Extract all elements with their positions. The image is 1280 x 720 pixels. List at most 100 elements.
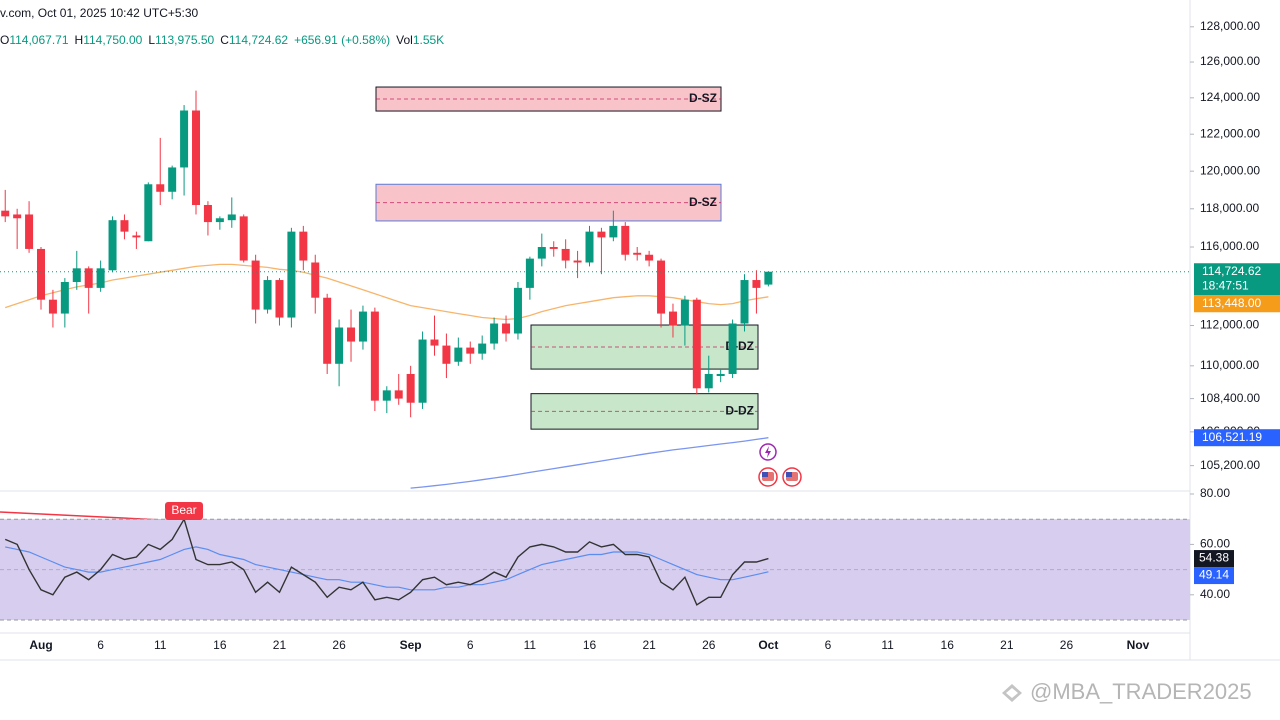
- candle-body: [227, 214, 236, 221]
- rsi-tick-label: 40.00: [1200, 587, 1230, 601]
- candle-body: [275, 280, 284, 318]
- vol-key: Vol: [396, 33, 413, 47]
- candle-body: [728, 323, 737, 374]
- lightning: [765, 446, 771, 458]
- candle-body: [657, 260, 666, 314]
- price-badge-countdown: 18:47:51: [1202, 278, 1249, 292]
- candle-body: [358, 311, 367, 342]
- y-tick-label: 120,000.00: [1200, 163, 1260, 177]
- x-tick-label: 16: [941, 638, 955, 652]
- candle-body: [621, 225, 630, 255]
- candle-body: [180, 110, 189, 168]
- candle-body: [311, 262, 320, 298]
- x-tick-label: Nov: [1127, 638, 1150, 652]
- candle-body: [478, 343, 487, 354]
- candle-body: [203, 204, 212, 223]
- candle-body: [60, 281, 69, 314]
- x-tick-label: 26: [1060, 638, 1074, 652]
- x-tick-label: 26: [332, 638, 346, 652]
- x-tick-label: Sep: [400, 638, 422, 652]
- watermark-text: @MBA_TRADER2025: [1030, 679, 1252, 704]
- ohlc-value: 113,975.50: [155, 33, 214, 47]
- x-tick-label: 6: [97, 638, 104, 652]
- candle-body: [430, 339, 439, 346]
- candle-body: [394, 390, 403, 399]
- candle-body: [335, 327, 344, 364]
- price-badge: [1194, 263, 1280, 296]
- x-tick-label: Oct: [758, 638, 778, 652]
- candle-body: [347, 327, 356, 342]
- candle-body: [764, 271, 773, 285]
- x-tick-label: 21: [642, 638, 656, 652]
- candle-body: [609, 225, 618, 238]
- candle-body: [454, 347, 463, 362]
- flag-canton: [786, 472, 792, 477]
- moving-average: [410, 437, 769, 489]
- y-tick-label: 126,000.00: [1200, 54, 1260, 68]
- candle-body: [633, 252, 642, 255]
- rsi-ma-badge: [1194, 567, 1234, 585]
- ohlc-value: 114,724.62: [229, 33, 288, 47]
- candle-body: [156, 184, 165, 192]
- rsi-tick-label: 80.00: [1200, 486, 1230, 500]
- candle-body: [382, 390, 391, 401]
- candle-body: [513, 287, 522, 334]
- candle-body: [740, 280, 749, 324]
- header-source: v.com, Oct 01, 2025 10:42 UTC+5:30: [0, 6, 199, 20]
- candle-body: [490, 323, 499, 344]
- candle-body: [287, 231, 296, 318]
- zone-label: D-SZ: [689, 195, 717, 209]
- candle-body: [525, 258, 534, 288]
- y-tick-label: 122,000.00: [1200, 126, 1260, 140]
- vol-value: 1.55K: [413, 33, 444, 47]
- x-tick-label: 21: [273, 638, 287, 652]
- candle-body: [251, 260, 260, 310]
- candle-body: [549, 247, 558, 249]
- candle-body: [692, 299, 701, 389]
- icons: [758, 443, 802, 487]
- candle-body: [72, 268, 81, 282]
- x-tick-label: 21: [1000, 638, 1014, 652]
- candle-body: [645, 254, 654, 261]
- x-tick-label: 16: [213, 638, 227, 652]
- watermark-icon: [1002, 684, 1022, 702]
- candle-body: [668, 311, 677, 326]
- rsi-tick-label: 60.00: [1200, 537, 1230, 551]
- annotation-box: [165, 502, 203, 520]
- y-tick-label: 112,000.00: [1200, 318, 1259, 332]
- y-tick-label: 124,000.00: [1200, 90, 1260, 104]
- y-tick-label: 116,000.00: [1200, 239, 1259, 253]
- rsi-badge: [1194, 550, 1234, 568]
- candle-body: [466, 347, 475, 354]
- candle-body: [537, 247, 546, 259]
- candle-body: [215, 218, 224, 223]
- candle-body: [716, 373, 725, 377]
- candle-body: [1, 210, 10, 217]
- x-tick-label: 26: [702, 638, 716, 652]
- candle-body: [597, 231, 606, 238]
- candle-body: [561, 248, 570, 261]
- candle-body: [25, 214, 34, 249]
- y-tick-label: 110,000.00: [1200, 358, 1259, 372]
- change: +656.91 (+0.58%): [294, 33, 390, 47]
- x-tick-label: 11: [524, 638, 537, 652]
- candle-body: [144, 184, 153, 242]
- y-tick-label: 128,000.00: [1200, 19, 1260, 33]
- y-tick-label: 118,000.00: [1200, 201, 1259, 215]
- candle-body: [84, 268, 93, 288]
- zone-label: D-DZ: [725, 404, 754, 418]
- x-tick-label: 11: [154, 638, 167, 652]
- price-badge-label: 106,521.19: [1202, 430, 1262, 444]
- candle-body: [96, 268, 105, 288]
- candle-body: [752, 280, 761, 288]
- candle-body: [406, 373, 415, 403]
- x-tick-label: 6: [467, 638, 474, 652]
- candle-body: [704, 373, 713, 389]
- ohlc-value: 114,750.00: [83, 33, 142, 47]
- candle-body: [502, 323, 511, 334]
- ohlc-key: O: [0, 33, 9, 47]
- y-tick-label: 105,200.00: [1200, 458, 1260, 472]
- watermark: @MBA_TRADER2025: [1002, 679, 1252, 704]
